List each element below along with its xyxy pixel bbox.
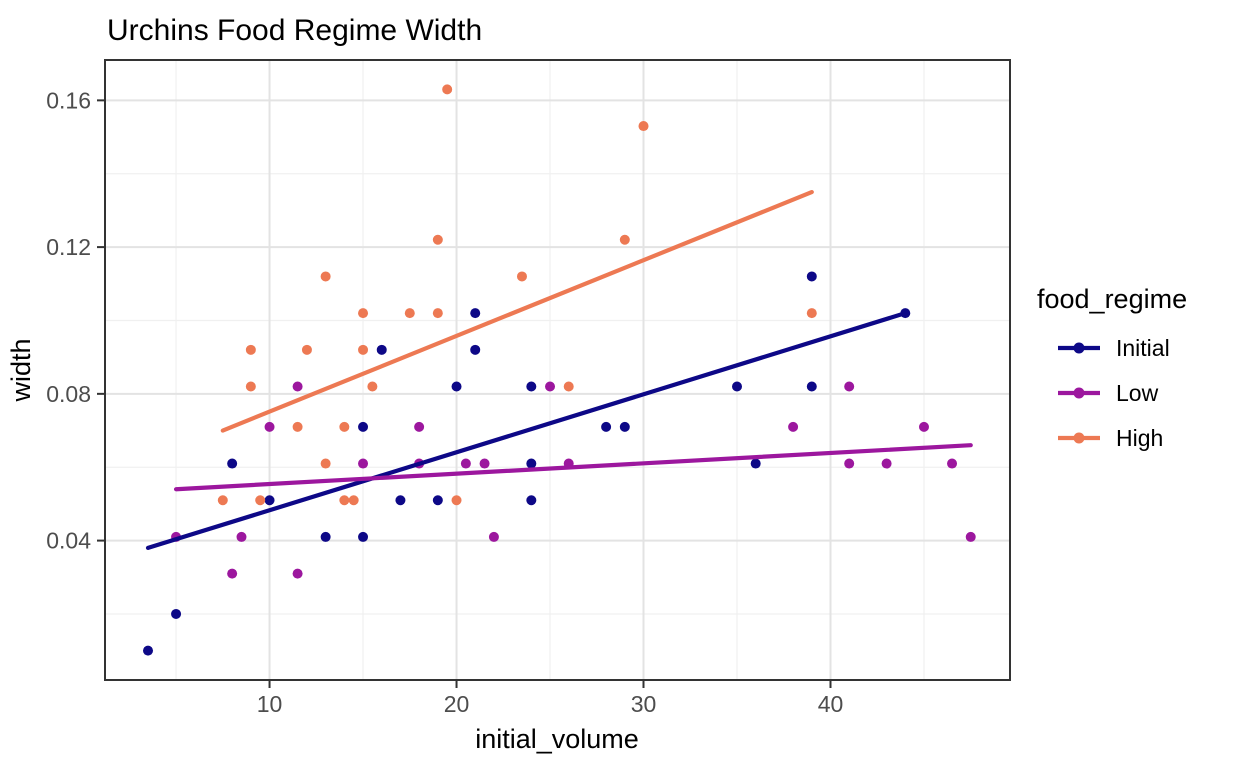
data-point [806, 271, 817, 282]
y-tick-label: 0.12 [46, 234, 91, 260]
data-point [227, 568, 238, 579]
x-tick-label: 10 [257, 691, 283, 717]
y-axis-title: width [6, 338, 36, 402]
legend-item-label: Initial [1116, 335, 1170, 361]
legend-item-label: High [1116, 425, 1163, 451]
series-high [217, 84, 817, 506]
data-point [292, 381, 303, 392]
data-point [358, 344, 369, 355]
legend-key-point [1073, 432, 1085, 444]
data-point [563, 381, 574, 392]
legend-key-point [1073, 342, 1085, 354]
data-point [806, 381, 817, 392]
data-point [358, 531, 369, 542]
data-point [526, 495, 537, 506]
trend-line-high [220, 189, 814, 433]
data-point [947, 458, 958, 469]
data-point [264, 495, 275, 506]
data-point [442, 84, 453, 95]
data-point [358, 421, 369, 432]
x-tick-label: 20 [444, 691, 470, 717]
y-tick-label: 0.04 [46, 528, 91, 554]
data-point [619, 421, 630, 432]
data-point [171, 608, 182, 619]
data-point [245, 344, 256, 355]
chart-title: Urchins Food Regime Width [107, 14, 482, 47]
panel-border [104, 59, 1011, 681]
data-point [348, 495, 359, 506]
x-axis-title: initial_volume [475, 724, 639, 754]
data-point [320, 271, 331, 282]
data-point [470, 308, 481, 319]
trend-line-low [173, 443, 973, 492]
data-point [601, 421, 612, 432]
data-point [320, 531, 331, 542]
data-point [358, 458, 369, 469]
data-point [301, 344, 312, 355]
data-point [292, 568, 303, 579]
data-point [395, 495, 406, 506]
data-point [143, 645, 154, 656]
data-point [432, 495, 443, 506]
y-tick-label: 0.08 [46, 381, 91, 407]
legend-item-label: Low [1116, 380, 1159, 406]
data-point [881, 458, 892, 469]
panel-background [105, 60, 1010, 680]
data-point [451, 495, 462, 506]
legend-title: food_regime [1037, 284, 1187, 314]
data-point [376, 344, 387, 355]
data-point [217, 495, 228, 506]
data-point [264, 421, 275, 432]
trend-line-initial [145, 311, 908, 551]
data-point [488, 531, 499, 542]
data-point [479, 458, 490, 469]
data-point [788, 421, 799, 432]
data-point [320, 458, 331, 469]
data-point [451, 381, 462, 392]
legend: Initial Low High [1058, 335, 1170, 451]
data-point [470, 344, 481, 355]
data-point [404, 308, 415, 319]
data-point [432, 234, 443, 245]
data-point [255, 495, 266, 506]
data-point [619, 234, 630, 245]
data-point [965, 531, 976, 542]
plot-panel: 10 20 30 40 0.04 0.08 0.12 0.16 [46, 59, 1011, 717]
data-point [292, 421, 303, 432]
data-point [432, 308, 443, 319]
data-point [245, 381, 256, 392]
data-point [750, 458, 761, 469]
legend-item-low: Low [1058, 380, 1159, 406]
data-point [227, 458, 238, 469]
data-point [545, 381, 556, 392]
data-point [918, 421, 929, 432]
x-tick-label: 30 [631, 691, 657, 717]
data-point [526, 381, 537, 392]
legend-item-high: High [1058, 425, 1163, 451]
data-point [414, 421, 425, 432]
data-point [358, 308, 369, 319]
data-point [236, 531, 247, 542]
data-point [339, 421, 350, 432]
data-point [516, 271, 527, 282]
data-point [844, 381, 855, 392]
x-tick-label: 40 [818, 691, 844, 717]
data-point [806, 308, 817, 319]
data-point [460, 458, 471, 469]
series-initial [143, 271, 911, 656]
legend-key-point [1073, 387, 1085, 399]
data-point [732, 381, 743, 392]
data-point [844, 458, 855, 469]
data-point [526, 458, 537, 469]
data-point [638, 121, 649, 132]
data-point [339, 495, 350, 506]
y-tick-label: 0.16 [46, 87, 91, 113]
legend-item-initial: Initial [1058, 335, 1170, 361]
data-point [367, 381, 378, 392]
